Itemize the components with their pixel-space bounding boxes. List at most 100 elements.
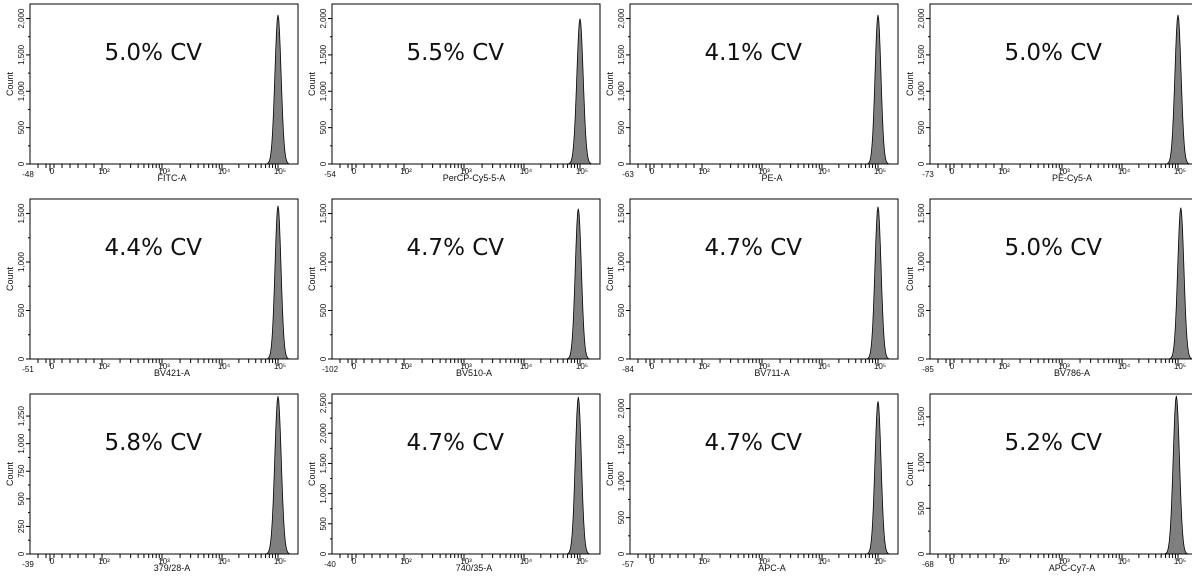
histogram-peak <box>1165 14 1191 165</box>
x-tick-label: 0 <box>650 362 655 371</box>
x-tick-label: 10⁴ <box>218 167 231 176</box>
y-tick-label: 500 <box>917 120 926 134</box>
y-tick-label: 1,500 <box>917 406 926 427</box>
y-tick-label: 1,000 <box>319 483 328 504</box>
x-tick-label: 10³ <box>460 557 472 566</box>
plot-frame <box>331 3 601 165</box>
x-axis-label: FITC-A <box>157 173 187 183</box>
y-tick-label: 1,000 <box>17 81 26 102</box>
histogram-panel: 0 500 1,000 1,500 2,000 0 10² 10³ 10⁴ 10⁵ -54 5.5% … <box>307 3 601 183</box>
histogram-panel: 0 500 1,000 1,500 2,000 0 10² 10³ 10⁴ 10⁵ -48 5.0% … <box>5 3 299 183</box>
y-tick-label: 1,000 <box>617 471 626 492</box>
x-tick-label: 10⁵ <box>874 557 886 566</box>
y-tick-label: 2,000 <box>917 8 926 29</box>
y-tick-label: 500 <box>917 501 926 515</box>
y-tick-label: 1,000 <box>17 251 26 272</box>
y-axis-label: Count <box>307 71 317 97</box>
x-tick-label: 10² <box>98 557 110 566</box>
histogram-peak <box>1163 395 1189 555</box>
x-tick-label: 10⁴ <box>520 557 533 566</box>
x-tick-label: 0 <box>650 167 655 176</box>
cv-annotation: 5.5% CV <box>406 40 505 66</box>
plot-frame <box>331 198 601 360</box>
x-tick-label: 10⁴ <box>1118 362 1131 371</box>
histogram-peak <box>567 18 593 165</box>
plot-frame <box>929 393 1192 555</box>
histogram-panel: 0 500 1,000 1,500 2,000 0 10² 10³ 10⁴ 10⁵ -73 5.0% … <box>905 3 1192 183</box>
y-axis-label: Count <box>905 266 915 292</box>
y-tick-label: 0 <box>17 356 26 361</box>
histogram-plot: 0 500 1,000 1,500 2,000 0 10² 10³ 10⁴ 10⁵ -57 <box>617 393 899 569</box>
x-tick-label: 10³ <box>158 167 170 176</box>
y-tick-label: 2,000 <box>617 398 626 419</box>
x-tick-label: 10³ <box>460 362 472 371</box>
y-tick-label: 2,500 <box>319 393 328 414</box>
x-tick-label: 10⁴ <box>1118 557 1131 566</box>
x-axis-label: 740/35-A <box>455 563 493 573</box>
y-tick-label: 750 <box>17 464 26 478</box>
y-tick-label: 0 <box>319 161 328 166</box>
y-tick-label: 2,000 <box>617 8 626 29</box>
y-tick-label: 2,000 <box>17 8 26 29</box>
y-tick-label: 1,500 <box>617 44 626 65</box>
x-tick-label: 10⁵ <box>274 362 286 371</box>
y-tick-label: 0 <box>17 161 26 166</box>
y-tick-label: 0 <box>917 356 926 361</box>
x-axis-label: PerCP-Cy5-5-A <box>442 173 506 183</box>
x-tick-label: 10⁵ <box>1174 167 1186 176</box>
y-tick-label: 1,000 <box>319 251 328 272</box>
x-min-label: -63 <box>622 170 634 179</box>
histogram-panel: 0 500 1,000 1,500 2,000 0 10² 10³ 10⁴ 10⁵ -57 4.7% … <box>605 393 899 573</box>
x-tick-label: 10² <box>698 557 710 566</box>
plot-frame <box>29 198 299 360</box>
cv-annotation: 5.2% CV <box>1004 430 1103 456</box>
y-tick-label: 500 <box>917 303 926 317</box>
plot-frame <box>629 3 899 165</box>
y-tick-label: 1,000 <box>617 81 626 102</box>
x-tick-label: 10³ <box>460 167 472 176</box>
histogram-peak <box>265 205 291 360</box>
x-tick-label: 0 <box>50 557 55 566</box>
x-tick-label: 0 <box>50 362 55 371</box>
y-tick-label: 1,500 <box>617 203 626 224</box>
x-axis-label: BV711-A <box>754 368 790 378</box>
histogram-panel: 0 500 1,000 1,500 2,000 2,500 0 10² 10³ 10⁴ 10⁵ -40… <box>307 393 601 573</box>
x-min-label: -84 <box>622 365 634 374</box>
histogram-plot: 0 500 1,000 1,500 2,000 2,500 0 10² 10³ 10⁴ 10⁵ -40 <box>319 393 601 569</box>
x-tick-label: 10² <box>998 167 1010 176</box>
y-tick-label: 0 <box>617 356 626 361</box>
x-tick-label: 0 <box>650 557 655 566</box>
y-tick-label: 1,500 <box>319 203 328 224</box>
histogram-peak <box>264 396 292 555</box>
y-tick-label: 500 <box>17 492 26 506</box>
histogram-peak <box>865 206 891 360</box>
histogram-plot: 0 500 1,000 1,500 0 10² 10³ 10⁴ 10⁵ -68 <box>917 393 1192 569</box>
y-tick-label: 1,000 <box>917 452 926 473</box>
x-tick-label: 10⁴ <box>1118 167 1131 176</box>
x-tick-label: 10⁵ <box>874 362 886 371</box>
y-tick-label: 0 <box>17 551 26 556</box>
x-axis-label: BV510-A <box>455 368 493 378</box>
y-tick-label: 1,000 <box>917 81 926 102</box>
y-axis-label: Count <box>605 461 615 487</box>
histogram-peak <box>265 14 291 165</box>
x-tick-label: 10³ <box>1058 362 1070 371</box>
x-tick-label: 0 <box>950 557 955 566</box>
x-tick-label: 10³ <box>758 167 770 176</box>
y-tick-label: 1,500 <box>917 203 926 224</box>
x-tick-label: 10⁴ <box>520 167 533 176</box>
y-tick-label: 1,000 <box>617 251 626 272</box>
y-axis-label: Count <box>307 461 317 487</box>
x-tick-label: 10⁴ <box>818 362 831 371</box>
plot-frame <box>629 393 899 555</box>
y-tick-label: 1,500 <box>17 203 26 224</box>
x-tick-label: 10³ <box>758 362 770 371</box>
y-tick-label: 1,500 <box>917 44 926 65</box>
y-tick-label: 0 <box>917 161 926 166</box>
y-tick-label: 1,500 <box>17 44 26 65</box>
x-min-label: -40 <box>324 560 336 569</box>
histogram-plot: 0 500 1,000 1,500 2,000 0 10² 10³ 10⁴ 10⁵ -48 <box>17 3 299 179</box>
plot-frame <box>929 198 1192 360</box>
histogram-plot: 0 500 1,000 1,500 0 10² 10³ 10⁴ 10⁵ -85 <box>917 198 1192 374</box>
x-tick-label: 0 <box>50 167 55 176</box>
